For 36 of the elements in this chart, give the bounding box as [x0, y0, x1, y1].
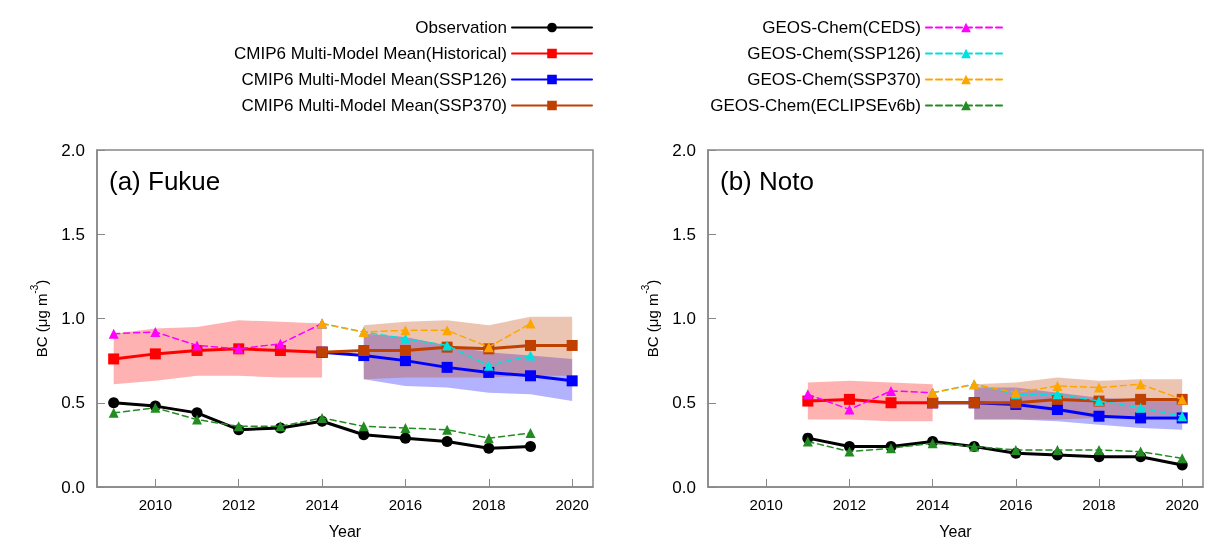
x-axis-title: Year: [939, 522, 973, 540]
y-tick-label: 0.5: [672, 393, 696, 413]
x-tick-label: 2018: [1082, 496, 1116, 513]
y-axis-title: BC (μg m-3): [639, 279, 661, 358]
legend-label: GEOS-Chem(CEDS): [762, 18, 921, 37]
x-tick-label: 2018: [472, 496, 506, 513]
legend-label: CMIP6 Multi-Model Mean(Historical): [233, 44, 507, 63]
legend-label: CMIP6 Multi-Model Mean(SSP370): [241, 96, 507, 115]
x-tick-label: 2010: [749, 496, 783, 513]
x-tick-label: 2020: [1165, 496, 1199, 513]
x-tick-label: 2014: [915, 496, 950, 513]
x-tick-label: 2020: [555, 496, 589, 513]
y-tick-label: 2.0: [672, 140, 696, 160]
y-tick-label: 1.5: [672, 224, 696, 244]
legend-label: GEOS-Chem(ECLIPSEv6b): [710, 96, 921, 115]
x-tick-label: 2012: [832, 496, 867, 513]
x-tick-label: 2016: [388, 496, 423, 513]
y-tick-label: 0.0: [61, 477, 85, 497]
y-tick-label: 2.0: [61, 140, 85, 160]
annotation: (b) Noto: [720, 166, 814, 196]
x-tick-label: 2014: [305, 496, 339, 513]
y-tick-label: 1.5: [61, 224, 85, 244]
annotation: (a) Fukue: [109, 166, 221, 196]
legend-label: Observation: [415, 18, 507, 37]
legend-label: CMIP6 Multi-Model Mean(SSP126): [241, 70, 507, 89]
y-axis-title: BC (μg m-3): [28, 279, 50, 358]
x-axis-title: Year: [328, 522, 362, 540]
y-tick-label: 1.0: [672, 309, 696, 328]
x-tick-label: 2012: [222, 496, 256, 513]
legend-label: GEOS-Chem(SSP370): [747, 70, 921, 89]
x-tick-label: 2016: [999, 496, 1033, 513]
y-tick-label: 0.5: [61, 393, 85, 413]
x-tick-label: 2010: [138, 496, 173, 513]
y-tick-label: 1.0: [61, 309, 85, 328]
y-tick-label: 0.0: [672, 477, 696, 497]
legend-label: GEOS-Chem(SSP126): [747, 44, 921, 63]
